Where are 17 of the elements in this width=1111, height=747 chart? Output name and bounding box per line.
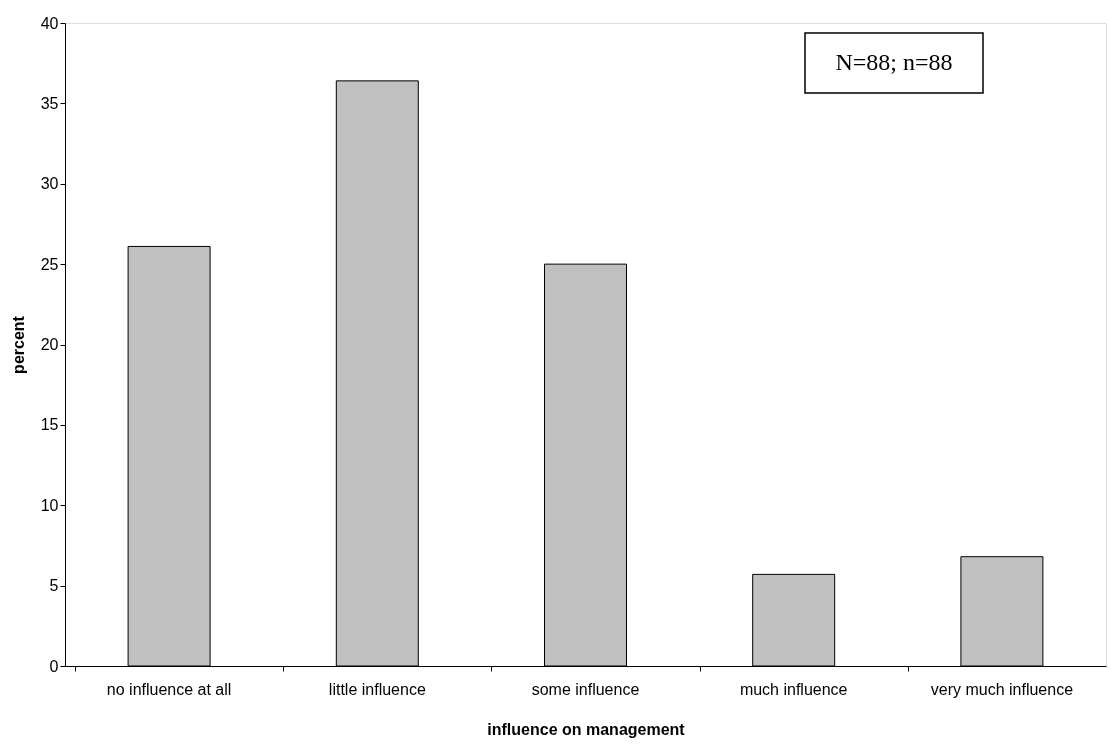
x-tick-label: very much influence [930,680,1074,698]
y-tick-label: 0 [49,657,59,675]
x-tick-label: much influence [739,680,848,698]
y-tick-label: 15 [40,416,59,434]
x-tick-label: little influence [328,680,426,698]
y-tick-label: 10 [40,496,59,514]
y-tick-label: 35 [40,94,59,112]
y-tick-label: 20 [40,336,59,353]
y-tick-label: 30 [40,175,59,193]
annotation: N=88; n=88 [835,49,953,75]
x-tick-label: some influence [531,680,640,698]
y-tick-label: 5 [49,577,59,595]
x-axis-title: influence on management [487,720,686,738]
y-tick-label: 40 [40,14,59,32]
y-axis-title: percent [9,315,27,374]
x-tick-label: no influence at all [106,680,232,698]
y-tick-label: 25 [40,255,59,273]
